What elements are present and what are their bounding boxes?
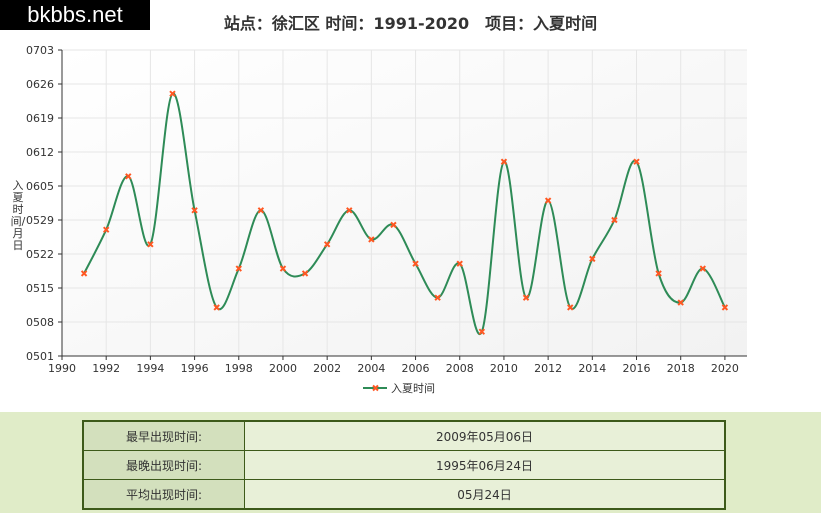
series-markers [80,90,729,335]
plot-area [62,50,747,356]
latest-label: 最晚出现时间: [82,450,245,480]
data-point [213,304,220,311]
x-tick-label: 1996 [181,362,209,375]
stats-row-average: 平均出现时间: 05月24日 [82,479,726,510]
x-tick-label: 2002 [313,362,341,375]
chart-title: 站点：徐汇区 时间：1991-2020 项目：入夏时间 [223,14,598,33]
y-tick-label: 0619 [26,112,54,125]
data-point [80,270,88,277]
data-point [323,241,331,248]
site-logo: bkbbs.net [0,0,150,30]
grid-lines [61,49,747,357]
line-chart: 1990 1992 1994 1996 1998 2000 2002 2004 2006 2008… [26,44,747,395]
y-tick-label: 0501 [26,350,54,363]
data-point [301,270,309,277]
data-point [169,90,176,97]
x-tick-label: 2016 [623,362,651,375]
x-tick-label: 2004 [357,362,385,375]
earliest-label: 最早出现时间: [82,420,245,451]
x-axis-ticks: 1990 1992 1994 1996 1998 2000 2002 2004 2006 2008… [48,356,739,375]
y-tick-label: 0605 [26,180,54,193]
x-tick-label: 1994 [136,362,164,375]
x-tick-label: 1998 [225,362,253,375]
y-tick-label: 0515 [26,282,54,295]
x-tick-label: 2008 [446,362,474,375]
y-axis-label: 入夏时间/月日 [10,179,26,252]
y-tick-label: 0508 [26,316,54,329]
x-tick-label: 2018 [667,362,695,375]
x-tick-label: 2006 [402,362,430,375]
data-point [346,207,353,214]
data-point [102,226,110,233]
y-tick-label: 0522 [26,248,54,261]
data-point [611,216,618,224]
x-tick-label: 2000 [269,362,297,375]
legend-label: 入夏时间 [391,382,435,395]
data-point [390,221,397,229]
data-point [567,304,574,311]
data-point [522,294,530,301]
x-tick-label: 1992 [92,362,120,375]
data-point [368,236,375,243]
data-point [147,241,154,248]
data-point [279,265,287,272]
earliest-value: 2009年05月06日 [244,420,726,451]
x-tick-label: 2012 [534,362,562,375]
data-point [677,299,684,306]
x-tick-label: 2010 [490,362,518,375]
data-point [544,197,552,204]
data-point [589,255,596,263]
data-point [721,304,729,311]
data-point [478,328,486,335]
y-tick-label: 0612 [26,146,54,159]
data-point [412,260,419,267]
data-point [456,260,463,267]
y-axis-ticks: 0501 0508 0515 0522 0529 0605 0612 0619 0626 0703 [26,44,62,363]
x-tick-label: 1990 [48,362,76,375]
data-point [500,158,508,165]
stats-row-latest: 最晚出现时间: 1995年06月24日 [82,450,726,480]
data-point [633,158,640,165]
y-tick-label: 0703 [26,44,54,57]
stats-table: 最早出现时间: 2009年05月06日 最晚出现时间: 1995年06月24日 … [82,420,726,510]
y-tick-label: 0626 [26,78,54,91]
stats-row-earliest: 最早出现时间: 2009年05月06日 [82,420,726,451]
x-tick-label: 2014 [578,362,606,375]
axes [61,50,747,357]
average-value: 05月24日 [244,479,726,510]
x-tick-label: 2020 [711,362,739,375]
y-tick-label: 0529 [26,214,54,227]
data-point [699,265,707,272]
data-point [655,270,662,277]
data-point [191,207,198,214]
data-point [235,265,242,272]
data-point [125,173,132,180]
latest-value: 1995年06月24日 [244,450,726,480]
data-point [257,207,265,214]
data-point [434,294,441,301]
average-label: 平均出现时间: [82,479,245,510]
legend[interactable]: 入夏时间 [363,382,435,395]
